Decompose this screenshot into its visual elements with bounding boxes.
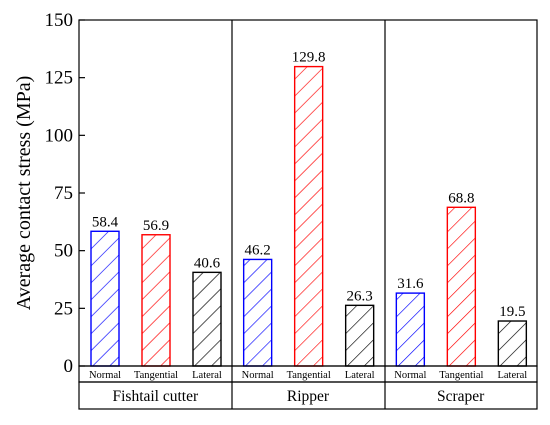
bars <box>90 65 528 367</box>
data-label: 19.5 <box>499 304 525 320</box>
category-label: Lateral <box>497 370 527 381</box>
group-row: Fishtail cutter Ripper Scraper <box>112 388 485 405</box>
data-label: 40.6 <box>194 255 221 271</box>
bar <box>242 258 273 367</box>
y-tick-label: 150 <box>45 10 74 31</box>
data-label: 58.4 <box>92 214 119 230</box>
group-label: Fishtail cutter <box>112 388 199 405</box>
bar <box>293 65 324 367</box>
group-label: Ripper <box>287 388 330 405</box>
category-label: Normal <box>89 370 121 381</box>
y-tick-label: 25 <box>54 298 73 319</box>
bar <box>497 320 528 367</box>
category-label: Lateral <box>345 370 375 381</box>
category-label: Tangential <box>134 370 178 381</box>
y-tick-label: 0 <box>64 356 74 377</box>
bar <box>141 234 171 367</box>
category-label: Tangential <box>287 370 331 381</box>
bar <box>344 304 375 367</box>
category-label: Normal <box>242 370 274 381</box>
y-tick-label: 125 <box>45 68 74 89</box>
y-tick-label: 50 <box>54 241 73 262</box>
bar <box>395 292 426 367</box>
data-label: 46.2 <box>245 242 271 258</box>
y-tick-label: 75 <box>54 183 73 204</box>
y-tick-label: 100 <box>45 125 74 146</box>
group-label: Scraper <box>437 388 485 405</box>
data-labels: 58.4 56.9 40.6 46.2 129.8 26.3 31.6 68.8 19.5 <box>92 50 526 320</box>
data-label: 68.8 <box>448 190 474 206</box>
category-label: Lateral <box>192 370 222 381</box>
category-label: Tangential <box>439 370 483 381</box>
category-row: Normal Tangential Lateral Normal Tangential L… <box>89 370 527 381</box>
y-axis-label: Average contact stress (MPa) <box>13 76 35 311</box>
data-label: 31.6 <box>397 276 424 292</box>
bar <box>192 271 222 367</box>
bar <box>90 230 120 367</box>
bar <box>446 206 477 367</box>
group-frame <box>78 381 538 410</box>
data-label: 26.3 <box>347 288 373 304</box>
y-axis: 0 25 50 75 100 125 150 <box>45 10 85 377</box>
data-label: 56.9 <box>143 218 169 234</box>
data-label: 129.8 <box>292 50 326 66</box>
category-label: Normal <box>394 370 426 381</box>
